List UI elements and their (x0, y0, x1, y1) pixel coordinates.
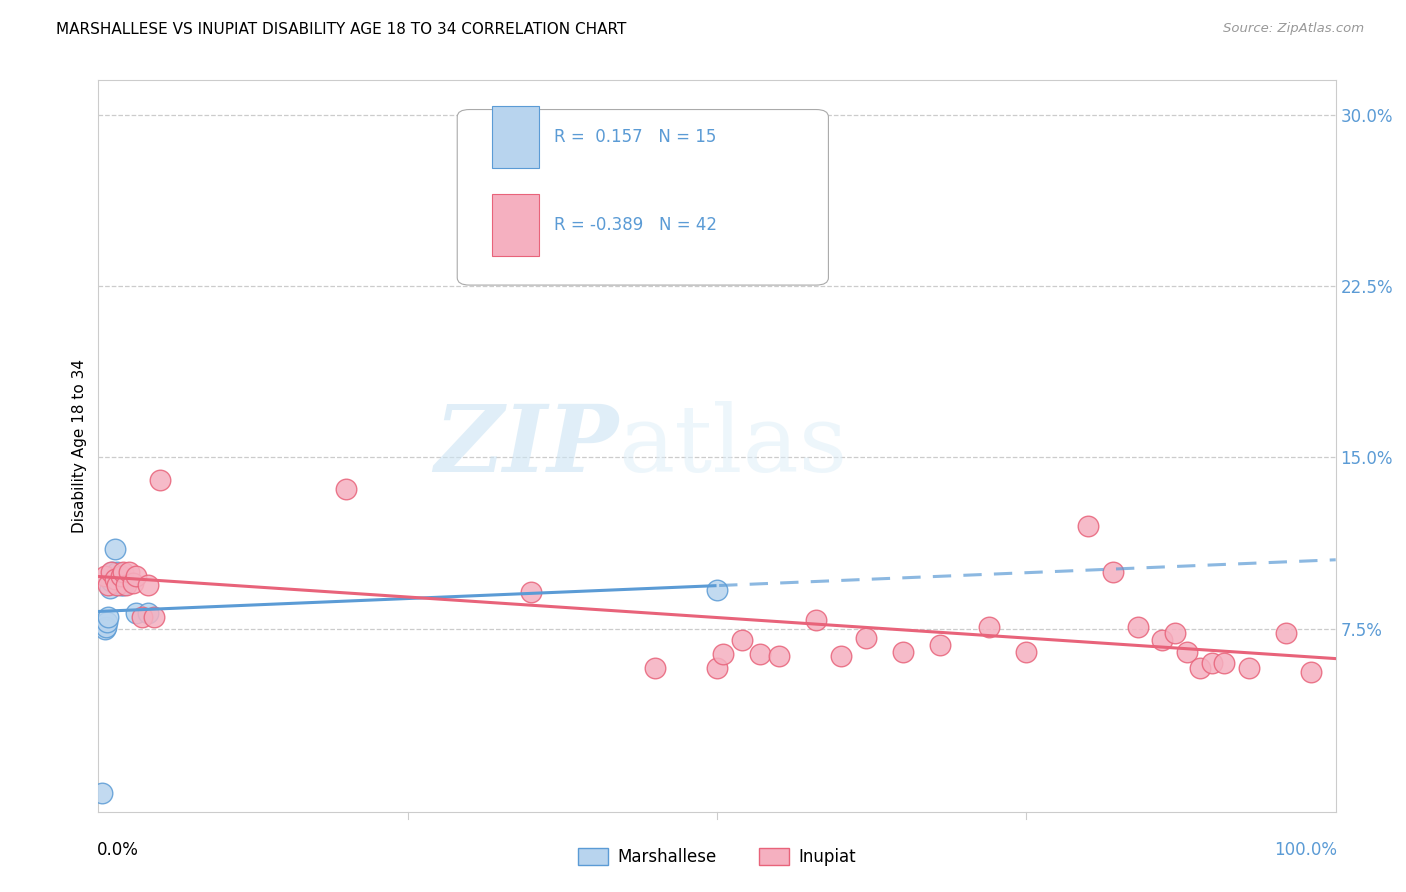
Point (100, 574, 122, 588)
Point (103, 572, 125, 586)
Point (124, 569, 146, 583)
Point (97, 610, 120, 624)
Point (335, 483, 357, 497)
Point (1015, 645, 1038, 659)
Point (93, 569, 115, 583)
Point (114, 578, 136, 592)
Point (1275, 626, 1298, 640)
Point (94, 619, 117, 633)
FancyBboxPatch shape (492, 194, 538, 256)
Point (110, 578, 132, 592)
Point (1102, 565, 1125, 579)
Point (1077, 519, 1099, 533)
Point (711, 647, 734, 661)
Point (1152, 633, 1174, 648)
Point (118, 565, 141, 579)
Point (1175, 645, 1198, 659)
Point (1201, 656, 1223, 670)
Point (749, 647, 772, 661)
Text: atlas: atlas (619, 401, 848, 491)
Point (96, 615, 118, 629)
Text: ZIP: ZIP (434, 401, 619, 491)
Point (122, 576, 145, 591)
Point (105, 565, 128, 579)
Point (112, 578, 135, 592)
Point (131, 610, 153, 624)
Point (891, 645, 914, 659)
Point (1299, 665, 1322, 680)
Point (124, 606, 146, 620)
Point (830, 649, 852, 664)
Y-axis label: Disability Age 18 to 34: Disability Age 18 to 34 (72, 359, 87, 533)
Point (706, 582, 728, 597)
Point (1164, 626, 1187, 640)
FancyBboxPatch shape (457, 110, 828, 285)
Point (105, 578, 128, 592)
Text: R = -0.389   N = 42: R = -0.389 N = 42 (554, 216, 717, 234)
Point (928, 638, 950, 652)
Text: MARSHALLESE VS INUPIAT DISABILITY AGE 18 TO 34 CORRELATION CHART: MARSHALLESE VS INUPIAT DISABILITY AGE 18… (56, 22, 627, 37)
Point (520, 585, 543, 599)
Point (804, 613, 827, 627)
Point (100, 565, 122, 579)
Point (1213, 656, 1236, 670)
Point (143, 610, 166, 624)
Legend: Marshallese, Inupiat: Marshallese, Inupiat (571, 841, 863, 873)
Point (731, 633, 754, 648)
Point (855, 631, 877, 645)
FancyBboxPatch shape (492, 106, 538, 168)
Point (93, 622, 115, 636)
Point (644, 661, 666, 675)
Point (101, 565, 124, 579)
Point (706, 661, 728, 675)
Point (1126, 619, 1149, 633)
Point (1188, 661, 1211, 675)
Point (768, 649, 790, 664)
Point (97, 578, 120, 592)
Point (110, 569, 132, 583)
Text: R =  0.157   N = 15: R = 0.157 N = 15 (554, 128, 716, 146)
Point (136, 578, 159, 592)
Point (979, 619, 1001, 633)
Text: 100.0%: 100.0% (1274, 841, 1337, 859)
Point (91, 787, 114, 801)
Point (149, 473, 172, 487)
Point (112, 565, 135, 579)
Point (98, 581, 121, 595)
Point (103, 541, 125, 556)
Point (1237, 661, 1260, 675)
Point (136, 606, 159, 620)
Text: 0.0%: 0.0% (97, 841, 139, 859)
Text: Source: ZipAtlas.com: Source: ZipAtlas.com (1223, 22, 1364, 36)
